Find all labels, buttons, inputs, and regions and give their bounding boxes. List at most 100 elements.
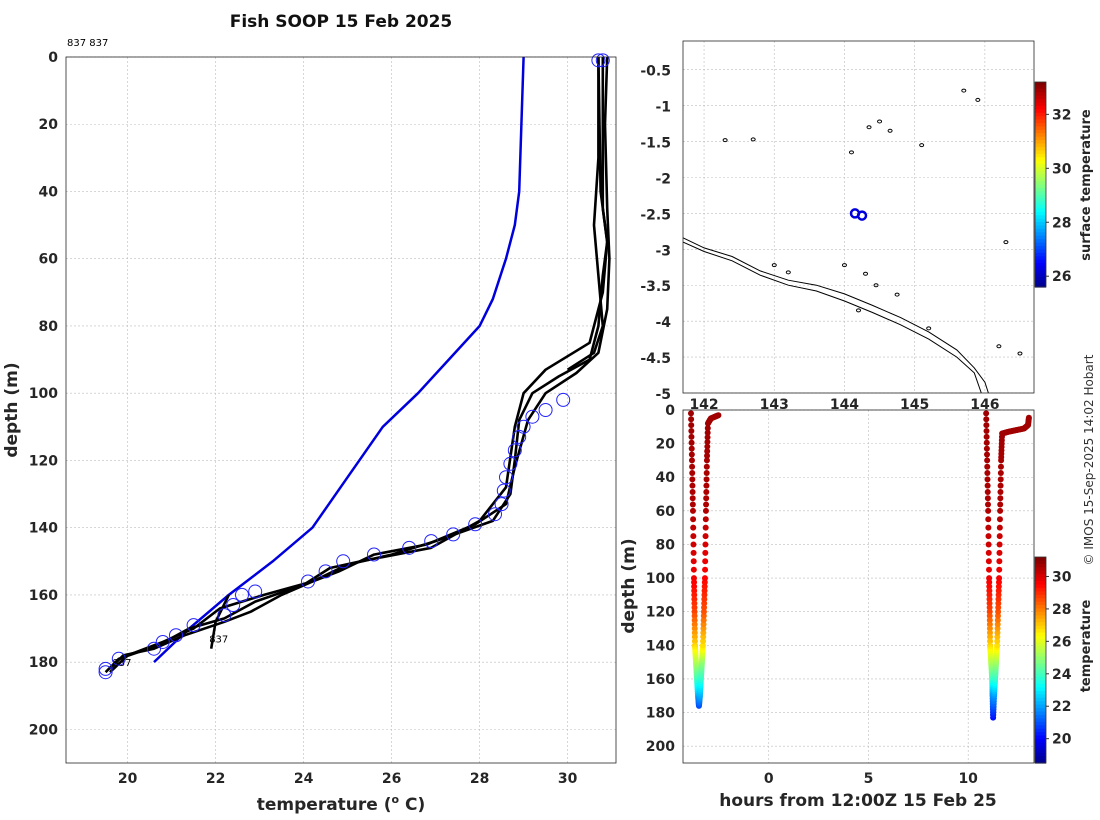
surface-cb-swatch [1035, 263, 1046, 268]
chart-title: Fish SOOP 15 Feb 2025 [230, 12, 453, 32]
surface-cb-swatch [1035, 249, 1046, 254]
x-label-end: C) [399, 795, 425, 815]
tow-2-point [994, 612, 1001, 619]
tow-2-point [983, 439, 990, 446]
temp-cb-swatch [1035, 697, 1046, 702]
surface-cb-swatch [1035, 164, 1046, 169]
tow-2-point [994, 642, 1001, 649]
tow-2-point [997, 495, 1004, 502]
temp-cb-tick-label: 22 [1052, 699, 1071, 715]
tow-1-point [689, 476, 696, 483]
profile-y-tick-label: 40 [39, 184, 59, 200]
map-panel: 142 143 144 145 146 -0.5 -1 -1.5 -2 -2.5 -3 -3.5 -4 -… [640, 40, 1094, 413]
tow-1-point [690, 533, 697, 540]
tow-1-point [701, 596, 708, 603]
tow-2-point [985, 533, 992, 540]
tow-y-tick-label: 20 [656, 437, 676, 453]
tow-1-point [691, 638, 698, 645]
island [771, 263, 777, 268]
tow-2-point [986, 625, 993, 632]
tow-2-point [986, 587, 993, 594]
profile-y-axis-label: depth (m) [2, 362, 22, 457]
temp-cb-swatch [1035, 714, 1046, 719]
tow-2-point [995, 583, 1002, 590]
surface-cb-swatch [1035, 112, 1046, 117]
profile-y-tick-label: 80 [39, 319, 59, 335]
temp-cb-swatch [1035, 687, 1046, 692]
temp-cb-swatch [1035, 598, 1046, 603]
tow-2-point [986, 591, 993, 598]
tow-2-point [983, 416, 990, 423]
tow-2-point [996, 558, 1003, 565]
temp-cb-swatch [1035, 711, 1046, 716]
drop-marker [468, 517, 483, 532]
map-y-tick-label: -1.5 [640, 136, 671, 152]
temp-cb-swatch [1035, 625, 1046, 630]
surface-cb-swatch [1035, 283, 1046, 288]
tow-1-point [690, 524, 697, 531]
tow-1-point [704, 438, 711, 445]
surface-cb-swatch [1035, 187, 1046, 192]
temp-cb-swatch [1035, 563, 1046, 568]
temp-cb-swatch [1035, 735, 1046, 740]
surface-cb-swatch [1035, 184, 1046, 189]
tow-1-point [688, 445, 695, 452]
temp-cb-swatch [1035, 694, 1046, 699]
surface-cb-swatch [1035, 276, 1046, 281]
tow-1-point [700, 625, 707, 632]
temp-cb-swatch [1035, 749, 1046, 754]
tow-y-tick-label: 140 [646, 638, 675, 654]
tow-1-point [702, 533, 709, 540]
temp-cb-swatch [1035, 560, 1046, 565]
tow-2-point [996, 575, 1003, 582]
tow-x-tick-label: 10 [958, 771, 978, 787]
temp-cb-swatch [1035, 635, 1046, 640]
map-x-tick-label: 144 [830, 397, 859, 413]
surface-cb-swatch [1035, 205, 1046, 210]
drop-marker [595, 53, 610, 68]
surface-cb-swatch [1035, 256, 1046, 261]
surface-cb-swatch [1035, 181, 1046, 186]
tow-1-point [703, 482, 710, 489]
temp-cb-swatch [1035, 577, 1046, 582]
profile-annotation: 837 [112, 658, 131, 669]
map-y-tick-label: -2 [655, 171, 671, 187]
map-ticks: 142 143 144 145 146 -0.5 -1 -1.5 -2 -2.5 -3 -3.5 -4 -… [640, 64, 999, 413]
tow-2-point [994, 629, 1001, 636]
surface-cb-swatch [1035, 194, 1046, 199]
tow-2-point [987, 633, 994, 640]
tow-1-point [691, 587, 698, 594]
temp-cb-frame [1034, 556, 1047, 764]
tow-1-point [688, 428, 695, 435]
temp-cb-swatch [1035, 721, 1046, 726]
tow-1-point [689, 463, 696, 470]
tow-2-point [986, 612, 993, 619]
surface-cb-swatch [1035, 246, 1046, 251]
temp-cb-swatch [1035, 653, 1046, 658]
tow-y-axis-label: depth (m) [619, 538, 639, 633]
tow-1-point [704, 452, 711, 459]
surface-cb-tick-label: 26 [1052, 269, 1071, 285]
tow-data [687, 410, 1032, 721]
temp-cb-swatch [1035, 608, 1046, 613]
tow-1-point [690, 558, 697, 565]
temperature-colorbar: 20 22 24 26 28 30 [1034, 556, 1072, 764]
tow-1-point [701, 587, 708, 594]
profile-y-tick-label: 200 [29, 722, 58, 738]
drop-marker [512, 429, 527, 444]
tow-2-point [997, 470, 1004, 477]
temp-cb-swatch [1035, 745, 1046, 750]
tow-y-tick-label: 100 [646, 571, 675, 587]
temp-cb-swatch [1035, 605, 1046, 610]
tow-1-point [700, 629, 707, 636]
surface-cb-tick-label: 30 [1052, 161, 1072, 177]
temp-cb-swatch [1035, 557, 1046, 562]
tow-2-point [997, 476, 1004, 483]
island [841, 263, 847, 268]
profile-x-tick-label: 22 [206, 771, 225, 787]
tow-1-point [702, 549, 709, 556]
tow-grid [683, 409, 1034, 763]
temp-cb-swatch [1035, 618, 1046, 623]
drop-marker [111, 651, 126, 666]
